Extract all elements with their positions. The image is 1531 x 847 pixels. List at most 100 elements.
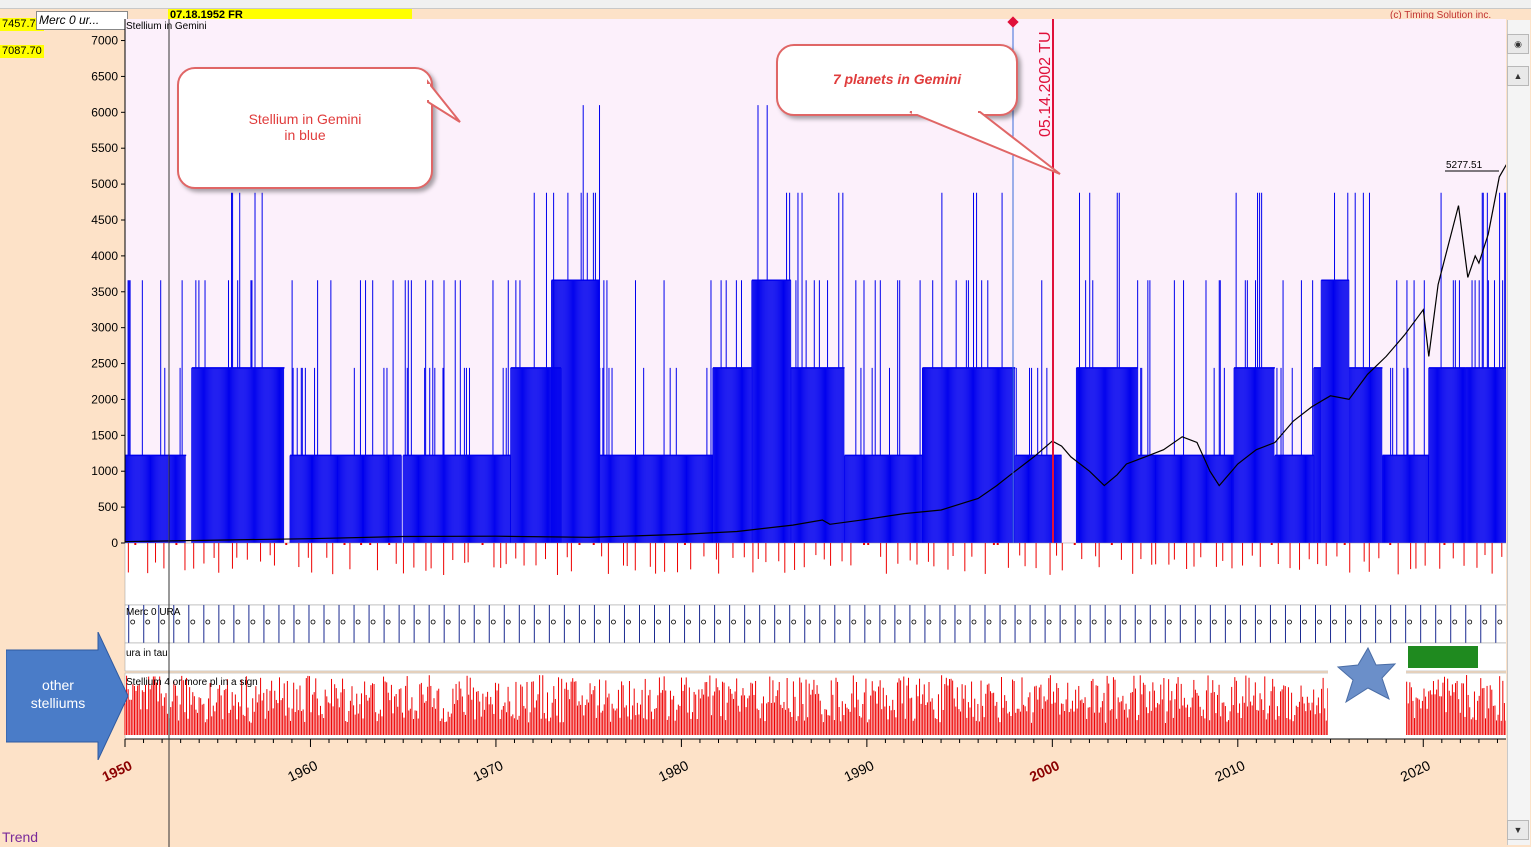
aspect-glyph [340, 619, 346, 625]
y-tick-label: 5500 [91, 141, 118, 155]
aspect-glyph [986, 619, 992, 625]
aspect-glyph [866, 619, 872, 625]
merc-tag[interactable]: Merc 0 ur... [36, 11, 128, 30]
aspect-glyph [1226, 619, 1232, 625]
aspect-panel [124, 604, 1506, 644]
last-price-label: 5277.51 [1446, 160, 1483, 171]
x-tick-label: 2010 [1212, 757, 1247, 785]
aspect-glyph [746, 619, 752, 625]
aspect-glyph [851, 619, 857, 625]
aspect-glyph [1121, 619, 1127, 625]
aspect-glyph [1257, 619, 1262, 625]
date-label: 07.18.1952 FR [168, 9, 412, 22]
aspect-glyph [761, 619, 767, 625]
x-tick-label: 1970 [470, 757, 505, 785]
callout-right-tail [909, 110, 1061, 175]
scroll-up-icon[interactable]: ▲ [1507, 66, 1529, 86]
aspect-glyph [550, 619, 556, 625]
y-tick-label: 2000 [91, 392, 118, 406]
y-tick-label: 2500 [91, 357, 118, 371]
callout-right-text: 7 planets in Gemini [832, 71, 962, 87]
aspect-glyph [686, 619, 691, 625]
aspect-glyph [565, 619, 571, 625]
trend-label[interactable]: Trend [2, 829, 39, 845]
aspect-glyph [1332, 619, 1337, 625]
other-stelliums-arrow [6, 632, 129, 760]
aspect-glyph [235, 619, 241, 625]
stellium-bars-group [124, 105, 1506, 543]
y-tick-label: 3000 [91, 321, 118, 335]
aspect-glyph [1166, 619, 1172, 625]
aspect-glyph [1287, 619, 1292, 625]
x-tick-label: 1960 [285, 757, 320, 785]
y-tick-label: 6500 [91, 69, 118, 83]
aspect-glyph [1076, 619, 1082, 625]
y-tick-label: 1500 [91, 428, 118, 442]
uranus-block [1408, 646, 1478, 668]
y-tick-label: 6000 [91, 105, 118, 119]
aspect-glyph [1181, 619, 1187, 625]
aspect-glyph [1377, 619, 1383, 625]
aspect-glyph [596, 619, 601, 625]
aspect-glyph [1302, 619, 1307, 625]
arrow-text-line2: stelliums [30, 695, 86, 711]
aspect-glyph [1317, 619, 1322, 625]
x-tick-label: 1950 [100, 757, 135, 785]
callout-left-line2: in blue [284, 127, 326, 143]
aspect-glyph [490, 619, 496, 625]
x-tick-label: 1980 [656, 757, 691, 785]
arrow-text: other stelliums [8, 676, 108, 712]
event-bars-group [127, 543, 1503, 575]
aspect-glyph [896, 619, 902, 625]
aspect-glyph [836, 619, 842, 625]
aspect-glyph [716, 619, 721, 625]
other-stellium-bars-group [124, 675, 1506, 735]
aspect-glyph [475, 619, 481, 625]
scroll-down-icon[interactable]: ▼ [1507, 820, 1529, 840]
aspect-glyph [1151, 619, 1157, 625]
aspect-glyph [535, 619, 541, 625]
aspect-glyph [130, 619, 136, 625]
aspect-glyph [145, 619, 151, 625]
aspect-glyph [956, 619, 962, 625]
aspect-glyph [1211, 619, 1217, 625]
toolbar-strip [0, 0, 1531, 9]
y-tick-label: 1000 [91, 464, 118, 478]
globe-icon[interactable]: ◉ [1507, 34, 1529, 54]
callout-seven-planets: 7 planets in Gemini [776, 44, 1018, 116]
y-tick-label: 7000 [91, 34, 118, 48]
aspect-glyph [580, 619, 586, 625]
aspect-glyph [611, 619, 616, 625]
aspect-glyph [400, 619, 406, 625]
price-line-group [124, 164, 1506, 543]
aspect-glyph [671, 619, 676, 625]
aspect-glyph [445, 619, 451, 625]
aspect-glyph [1497, 619, 1503, 625]
aspect-glyph [791, 619, 797, 625]
x-tick-label: 1990 [841, 757, 876, 785]
value-tag-top: 7457.74 [0, 18, 44, 31]
aspect-glyph [1091, 619, 1097, 625]
aspect-glyph [641, 619, 646, 625]
uranus-panel [124, 642, 1506, 672]
y-axis: 0 500 1000 1500 2000 2500 3000 3500 4000 4500 5000… [91, 19, 126, 550]
aspect-glyph [1106, 619, 1112, 625]
aspect-glyph [310, 619, 316, 625]
aspect-glyph [295, 619, 301, 625]
aspect-glyph [175, 619, 181, 625]
aspect-glyph [1437, 619, 1443, 625]
y-tick-label: 4500 [91, 213, 118, 227]
aspect-glyph [265, 619, 271, 625]
aspect-glyph [325, 619, 331, 625]
aspect-glyph [220, 619, 226, 625]
aspect-glyph [1422, 619, 1428, 625]
aspect-glyph [1196, 619, 1202, 625]
aspect-glyph [370, 619, 376, 625]
aspect-glyph [1407, 619, 1413, 625]
vertical-scrollbar[interactable] [1507, 20, 1530, 845]
aspect-glyph [656, 619, 661, 625]
uranus-panel-label: ura in tau [126, 648, 168, 659]
aspect-glyph [701, 619, 706, 625]
